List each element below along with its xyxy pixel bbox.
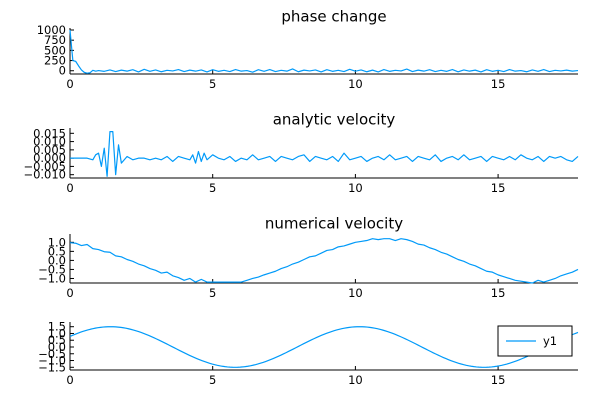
y-tick-label: −0.5: [38, 347, 66, 361]
x-tick-label: 10: [348, 286, 363, 300]
x-tick-label: 0: [66, 286, 73, 300]
y-tick-label: 0.015: [33, 126, 66, 140]
x-tick-label: 5: [209, 181, 216, 195]
chart-title: analytic velocity: [273, 111, 396, 129]
y-tick-label: 0.5: [48, 244, 66, 258]
x-tick-label: 10: [348, 373, 363, 387]
x-tick-label: 10: [348, 181, 363, 195]
x-tick-label: 0: [66, 181, 73, 195]
x-tick-label: 15: [491, 181, 506, 195]
y-tick-label: −0.5: [38, 262, 66, 276]
x-tick-label: 15: [491, 77, 506, 91]
x-tick-label: 5: [209, 373, 216, 387]
x-tick-label: 15: [491, 286, 506, 300]
y-tick-label: 500: [44, 43, 66, 57]
y-tick-label: −1.0: [38, 354, 66, 368]
x-tick-label: 5: [209, 77, 216, 91]
series-line: [70, 131, 579, 177]
series-line: [69, 238, 579, 284]
y-tick-label: −0.010: [23, 168, 66, 182]
y-tick-label: 0.0: [48, 253, 66, 267]
y-tick-label: −1.5: [38, 360, 66, 374]
y-tick-label: 0.000: [33, 151, 66, 165]
chart-title: phase change: [281, 8, 386, 26]
y-tick-label: 0: [59, 64, 66, 78]
y-tick-label: 250: [44, 54, 66, 68]
y-tick-label: 750: [44, 33, 66, 47]
chart-title: numerical velocity: [265, 215, 403, 233]
legend-label: y1: [543, 334, 557, 348]
y-tick-label: 0.005: [33, 143, 66, 157]
panel-numerical-velocity: numerical velocity 0 5 10 15 −1.0−0.50.00.51.…: [38, 215, 579, 300]
y-tick-label: 1.0: [48, 326, 66, 340]
y-tick-label: 1.0: [48, 235, 66, 249]
y-tick-label: −1.0: [38, 271, 66, 285]
x-tick-label: 0: [66, 77, 73, 91]
series-line: [69, 29, 579, 74]
series-line: [69, 326, 579, 368]
panel-sine-curve: 0 5 10 15 −1.5−1.0−0.50.00.51.01.5 y1: [38, 320, 579, 387]
x-tick-label: 10: [348, 77, 363, 91]
x-tick-label: 5: [209, 286, 216, 300]
panel-analytic-velocity: analytic velocity 0 5 10 15 −0.010−0.0050.000…: [23, 111, 579, 195]
x-tick-label: 15: [491, 373, 506, 387]
y-tick-label: 0.0: [48, 340, 66, 354]
y-tick-label: 0.010: [33, 135, 66, 149]
y-tick-label: 1.5: [48, 320, 66, 334]
y-tick-label: −0.005: [23, 159, 66, 173]
x-tick-label: 0: [66, 373, 73, 387]
y-tick-label: 1000: [37, 23, 66, 37]
y-tick-label: 0.5: [48, 333, 66, 347]
